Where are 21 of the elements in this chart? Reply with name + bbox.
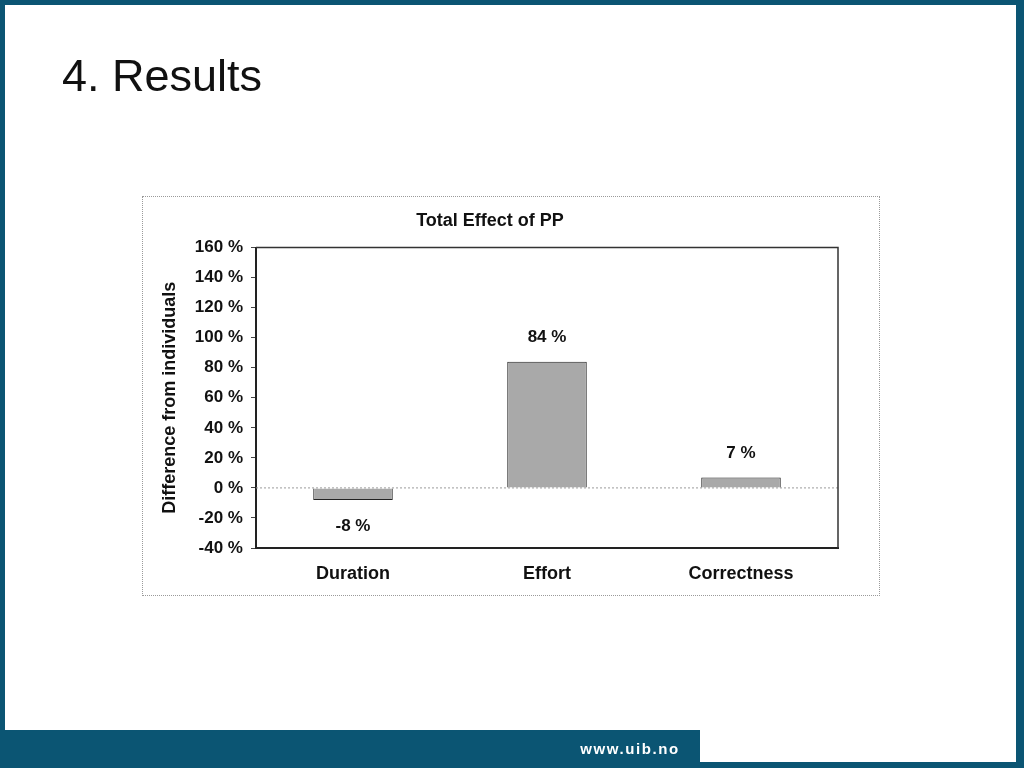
y-tick-label: 0 %	[213, 477, 243, 497]
y-tick-label: 160 %	[194, 237, 243, 257]
y-axis-title: Difference from individuals	[158, 281, 179, 514]
data-label: 84 %	[527, 327, 567, 347]
y-tick-label: 20 %	[204, 447, 243, 467]
y-tick-label: 60 %	[204, 387, 243, 407]
chart-title: Total Effect of PP	[416, 209, 564, 230]
data-label: -8 %	[335, 515, 371, 535]
text: 4. Results	[62, 50, 263, 101]
y-tick-label: -20 %	[198, 507, 243, 527]
data-label: 7 %	[726, 443, 756, 463]
y-tick-label: 80 %	[204, 357, 243, 377]
y-tick-label: 140 %	[194, 267, 243, 287]
y-tick-label: 100 %	[194, 327, 243, 347]
x-tick-label: Duration	[316, 562, 390, 583]
y-tick-label: -40 %	[198, 537, 243, 557]
y-tick-label: 40 %	[204, 417, 243, 437]
text: www.uib.no	[579, 739, 681, 759]
x-tick-label: Correctness	[688, 562, 794, 583]
x-tick-label: Effort	[523, 562, 571, 583]
y-tick-label: 120 %	[194, 297, 243, 317]
